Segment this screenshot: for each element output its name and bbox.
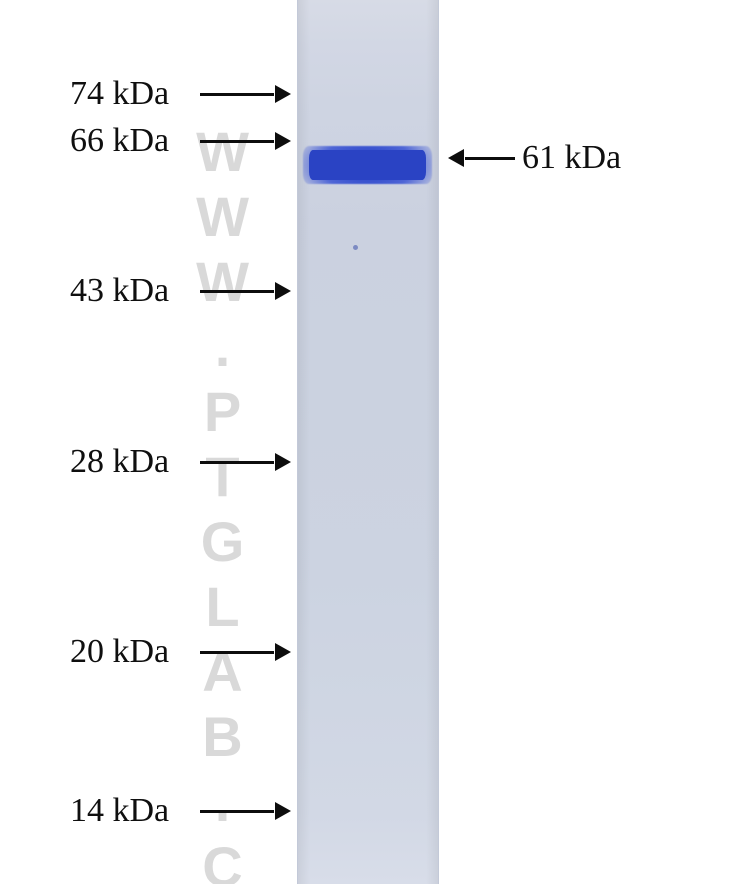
marker-label: 14 kDa (70, 794, 169, 828)
lane-artifact-speck (353, 245, 358, 250)
marker-label: 43 kDa (70, 274, 169, 308)
marker-label: 20 kDa (70, 635, 169, 669)
marker-label: 74 kDa (70, 77, 169, 111)
watermark: WWW.PTGLAB.COM (190, 120, 255, 884)
target-band-label: 61 kDa (522, 141, 621, 175)
gel-lane (297, 0, 439, 884)
target-band (309, 150, 426, 180)
marker-label: 28 kDa (70, 445, 169, 479)
marker-label: 66 kDa (70, 124, 169, 158)
gel-figure: { "figure": { "width_px": 740, "height_p… (0, 0, 740, 884)
